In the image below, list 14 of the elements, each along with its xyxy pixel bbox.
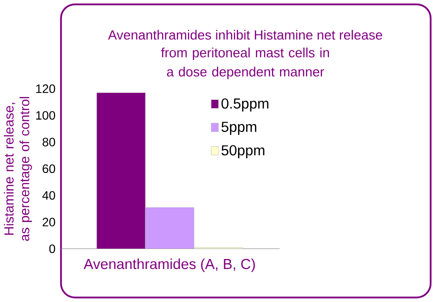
- y-axis-title: Histamine net release, as percentage of control: [4, 97, 32, 241]
- y-tick-label: 0: [49, 244, 56, 254]
- chart-subtitle: from peritoneal mast cells in a dose dependent manner: [161, 48, 329, 80]
- y-tick-label: 100: [36, 111, 56, 120]
- legend-label: 5ppm: [222, 122, 256, 135]
- y-tick-label: 20: [42, 218, 56, 226]
- y-tick-label: 120: [36, 84, 56, 94]
- y-tick-label: 80: [42, 138, 56, 146]
- legend-label: 50ppm: [222, 145, 264, 158]
- y-tick-label: 60: [42, 164, 56, 174]
- x-axis-title: Avenanthramides (A, B, C): [84, 258, 255, 272]
- legend-label: 0.5ppm: [222, 98, 268, 112]
- y-tick-label: 40: [42, 191, 56, 200]
- chart-title: Avenanthramides inhibit Histamine net release: [108, 30, 382, 40]
